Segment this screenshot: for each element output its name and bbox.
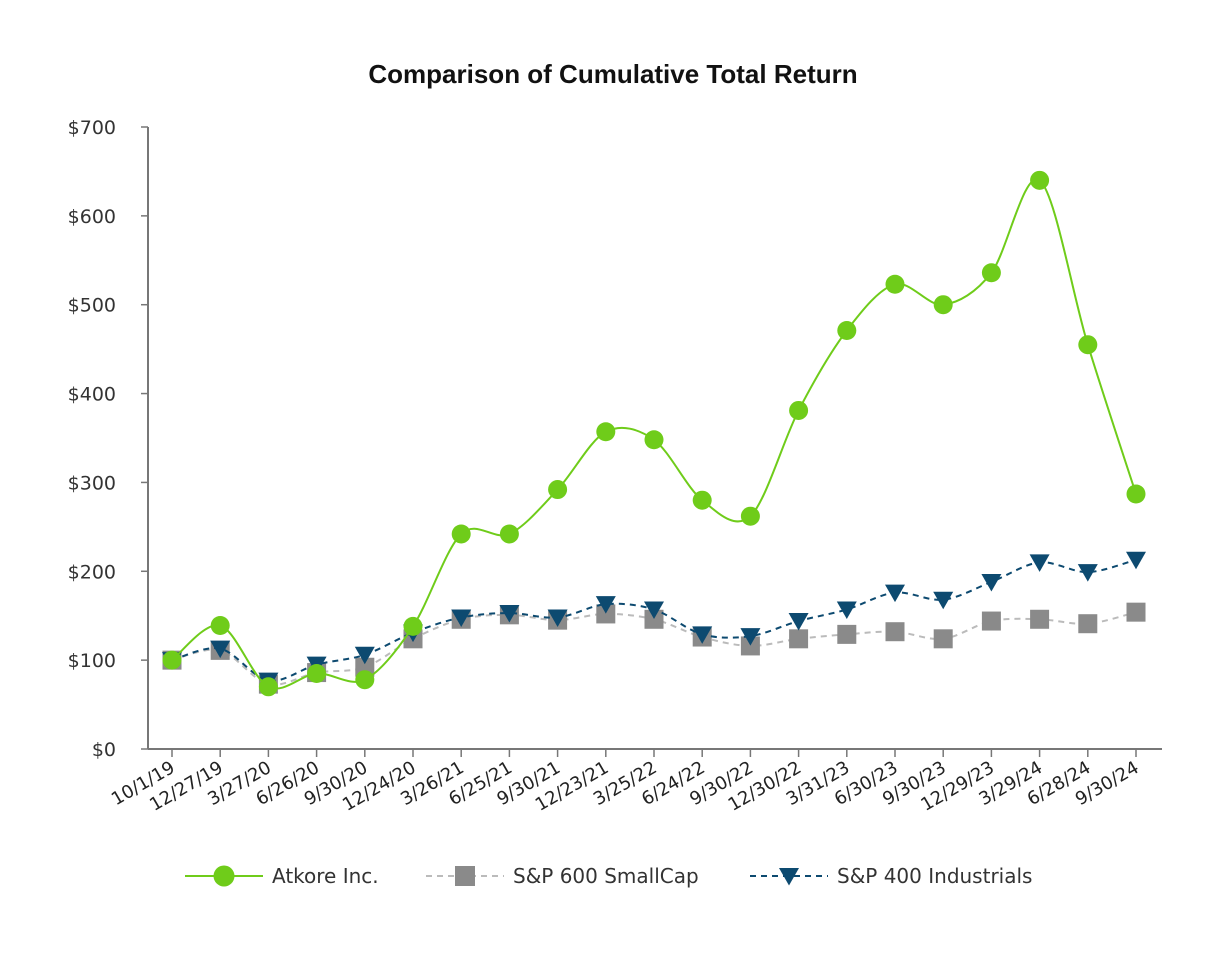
- data-point: [354, 646, 375, 665]
- data-point: [547, 609, 568, 627]
- y-tick-label: $500: [68, 295, 116, 317]
- legend-label: Atkore Inc.: [272, 864, 379, 888]
- y-tick-label: $0: [92, 739, 116, 761]
- legend-item: Atkore Inc.: [185, 864, 379, 888]
- data-point: [451, 609, 472, 627]
- x-axis-ticks: 10/1/1912/27/193/27/206/26/209/30/2012/2…: [108, 749, 1143, 816]
- series-layer: [162, 170, 1146, 697]
- data-point: [644, 430, 664, 450]
- data-point: [1030, 170, 1050, 190]
- series-0: [162, 170, 1146, 697]
- data-point: [596, 422, 616, 442]
- data-point: [981, 573, 1002, 592]
- data-point: [1078, 335, 1098, 355]
- data-point: [1030, 609, 1050, 629]
- data-point: [789, 629, 809, 649]
- data-point: [1126, 551, 1146, 570]
- data-point: [837, 624, 857, 644]
- data-point: [1029, 554, 1050, 572]
- data-point: [1126, 484, 1146, 504]
- data-point: [885, 274, 905, 294]
- data-point: [981, 611, 1001, 631]
- data-point: [933, 295, 953, 315]
- data-point: [1078, 614, 1098, 634]
- data-point: [595, 596, 616, 614]
- chart-title: Comparison of Cumulative Total Return: [368, 59, 857, 89]
- data-point: [789, 400, 809, 420]
- data-point: [933, 591, 954, 610]
- data-point: [451, 524, 471, 544]
- data-point: [981, 263, 1001, 283]
- y-tick-label: $400: [68, 384, 116, 406]
- data-point: [740, 628, 761, 646]
- data-point: [885, 584, 905, 603]
- legend-label: S&P 400 Industrials: [837, 864, 1032, 888]
- data-point: [692, 626, 713, 644]
- legend-marker: [213, 865, 235, 887]
- data-point: [355, 670, 375, 690]
- series-line: [171, 178, 1137, 690]
- data-point: [499, 524, 519, 544]
- legend-label: S&P 600 SmallCap: [513, 864, 699, 888]
- data-point: [210, 615, 230, 635]
- data-point: [1126, 602, 1146, 622]
- legend-marker: [779, 868, 799, 886]
- legend-marker: [455, 866, 475, 886]
- data-point: [644, 609, 664, 629]
- y-tick-label: $100: [68, 650, 116, 672]
- data-point: [258, 677, 278, 697]
- data-point: [788, 613, 809, 631]
- data-point: [692, 490, 712, 510]
- data-point: [836, 601, 857, 619]
- legend: Atkore Inc. S&P 600 SmallCap S&P 400 Indus…: [185, 864, 1032, 888]
- y-tick-label: $200: [68, 561, 116, 583]
- y-tick-label: $300: [68, 472, 116, 494]
- data-point: [403, 616, 423, 636]
- data-point: [1077, 564, 1098, 582]
- y-tick-label: $700: [68, 117, 116, 139]
- data-point: [740, 636, 760, 656]
- data-point: [210, 640, 231, 659]
- data-point: [162, 650, 182, 670]
- legend-item: S&P 400 Industrials: [750, 864, 1032, 888]
- data-point: [548, 480, 568, 500]
- y-tick-label: $600: [68, 206, 116, 228]
- legend-item: S&P 600 SmallCap: [426, 864, 699, 888]
- data-point: [499, 605, 520, 623]
- data-point: [644, 601, 664, 619]
- y-axis-ticks: $0 $100 $200 $300 $400 $500 $600 $700: [68, 117, 148, 761]
- data-point: [740, 506, 760, 526]
- data-point: [885, 622, 905, 642]
- data-point: [596, 604, 616, 624]
- data-point: [307, 663, 327, 683]
- data-point: [933, 629, 953, 649]
- data-point: [837, 320, 857, 340]
